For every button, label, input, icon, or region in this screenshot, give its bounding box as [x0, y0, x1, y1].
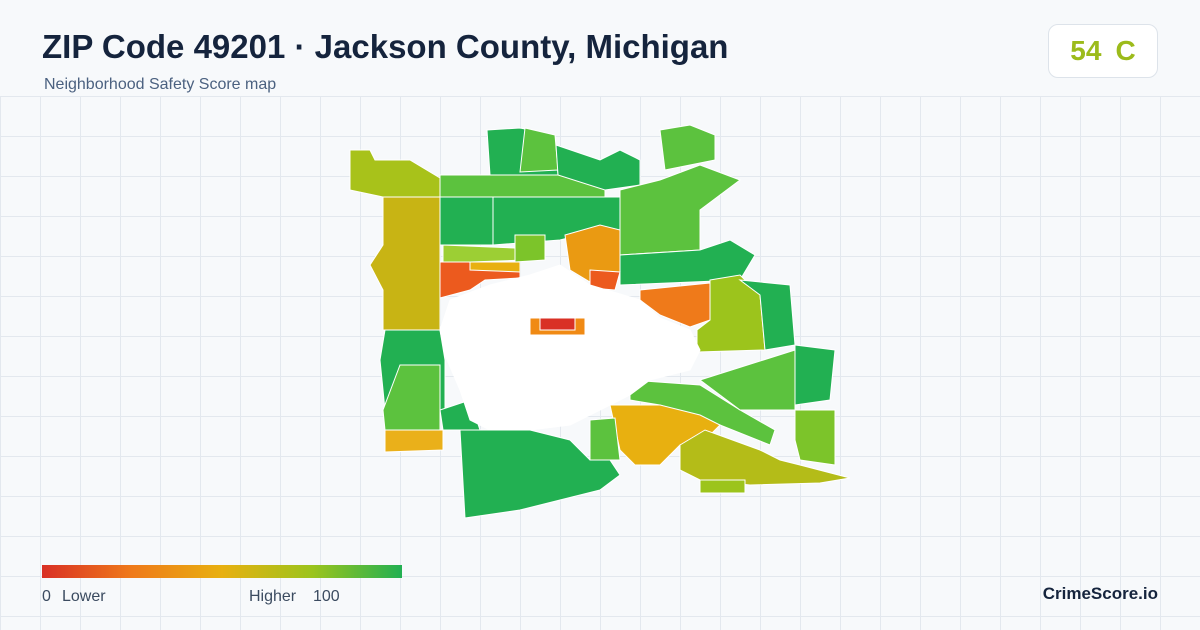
legend-max-label: Higher — [249, 588, 297, 605]
score-grade: C — [1115, 35, 1136, 66]
subtitle: Neighborhood Safety Score map — [44, 76, 277, 93]
neighborhood — [459, 429, 621, 519]
neighborhood — [794, 409, 836, 466]
neighborhood — [679, 429, 851, 486]
legend-gradient — [42, 565, 402, 578]
neighborhood — [514, 234, 546, 263]
neighborhood — [442, 244, 527, 263]
neighborhood — [564, 224, 621, 283]
neighborhood — [469, 261, 521, 273]
legend-min: 0 — [42, 588, 51, 605]
neighborhood — [619, 239, 756, 286]
neighborhood — [629, 379, 776, 446]
neighborhood — [589, 417, 621, 461]
neighborhood — [794, 344, 836, 406]
neighborhood — [349, 149, 441, 198]
legend-max: 100 — [313, 588, 340, 605]
brand: CrimeScore.io — [1042, 584, 1158, 603]
neighborhood — [539, 317, 576, 331]
neighborhood — [738, 279, 796, 351]
neighborhood — [519, 127, 559, 173]
neighborhood — [589, 269, 621, 291]
legend-min-label: Lower — [62, 588, 106, 605]
score-value: 54 — [1070, 35, 1102, 66]
score-badge: 54 C — [1048, 24, 1158, 78]
neighborhood — [555, 144, 641, 191]
title: ZIP Code 49201 · Jackson County, Michiga… — [42, 28, 729, 65]
neighborhood — [384, 429, 444, 453]
neighborhood — [659, 124, 716, 171]
neighborhood — [439, 196, 494, 246]
neighborhood — [696, 274, 766, 353]
neighborhood — [369, 196, 441, 331]
neighborhood — [699, 479, 746, 494]
neighborhood — [439, 264, 701, 431]
